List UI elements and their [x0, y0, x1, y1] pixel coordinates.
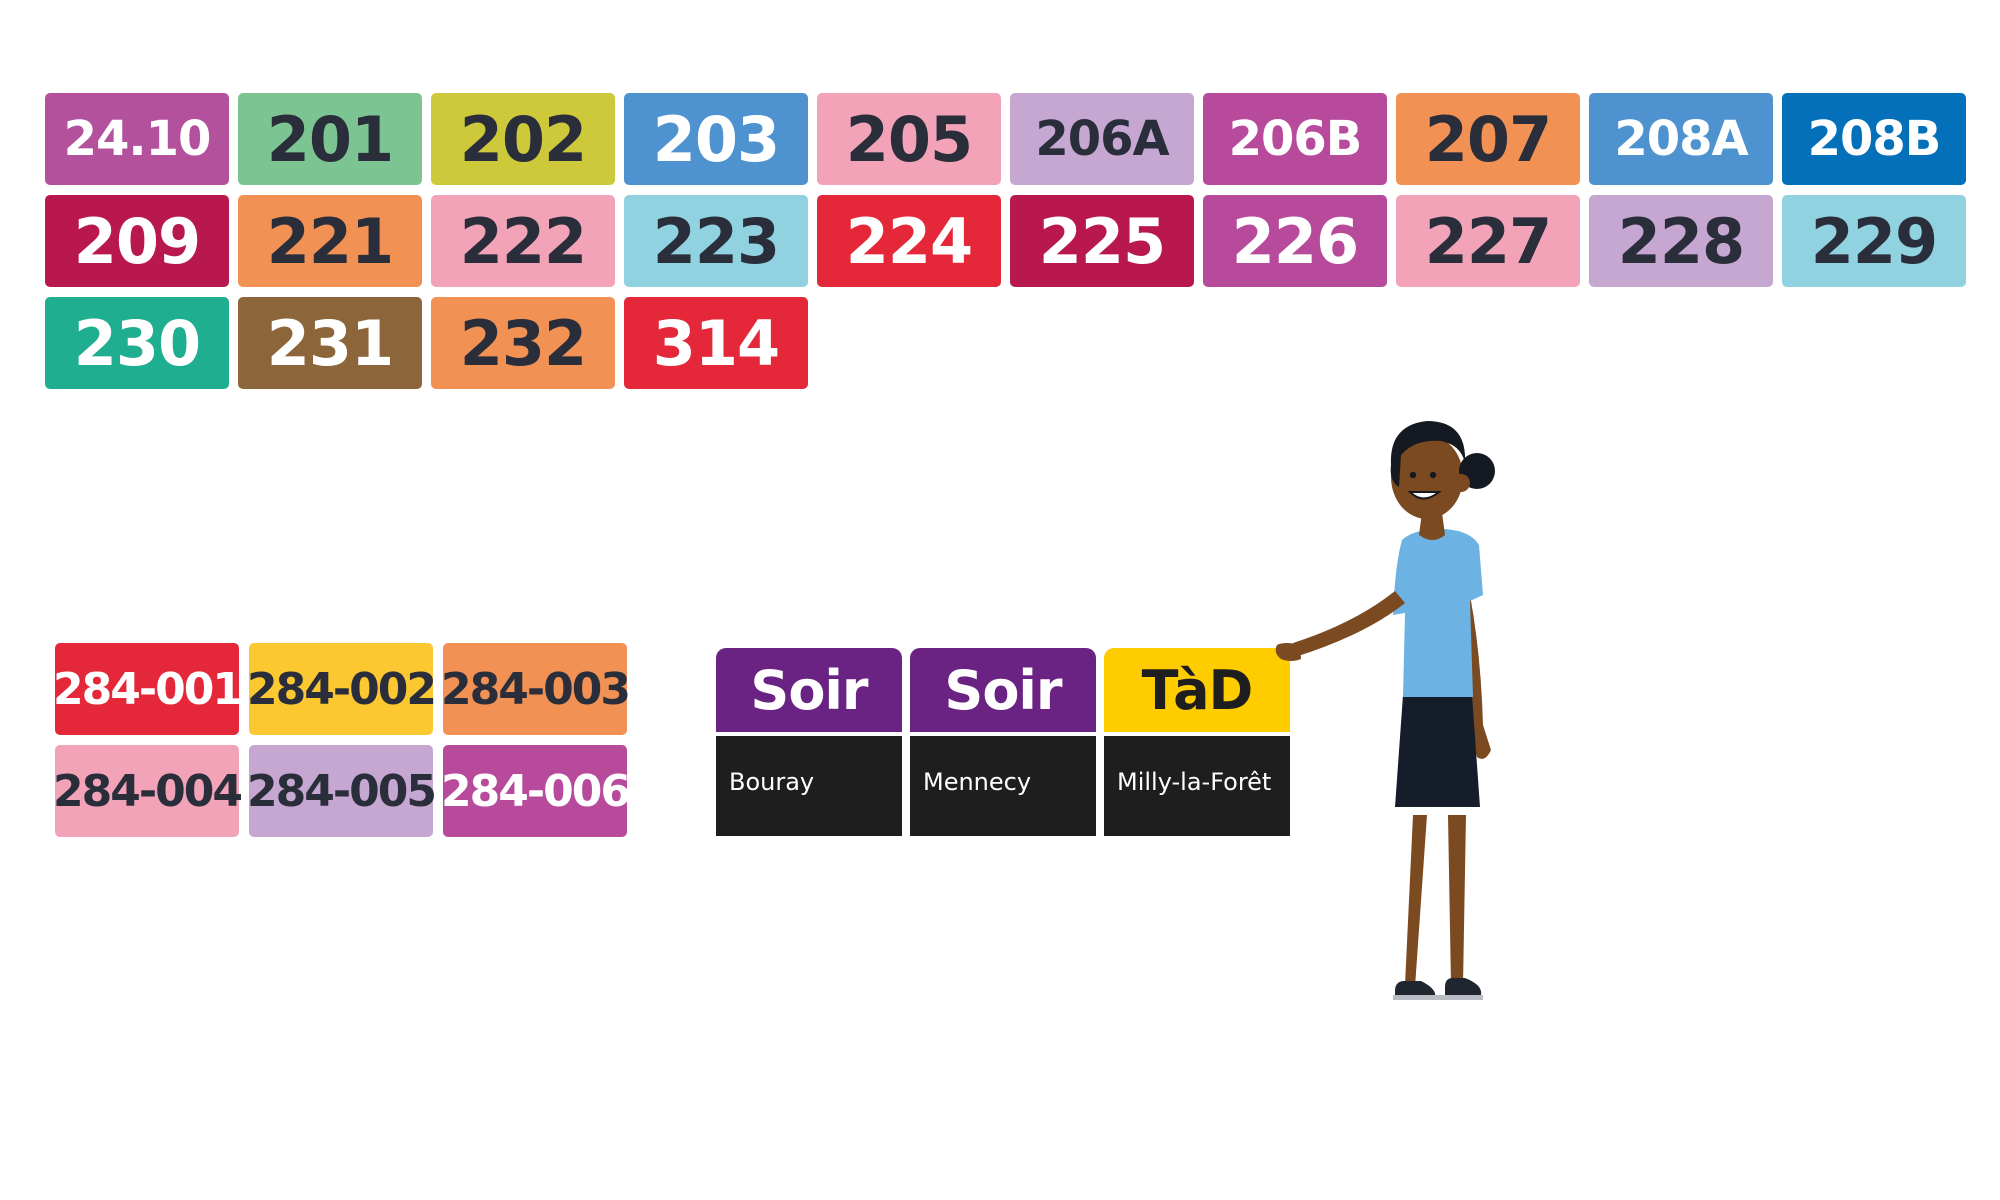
service-type-label: TàD [1104, 648, 1290, 732]
line-badge-202[interactable]: 202 [431, 93, 615, 185]
left-leg [1405, 815, 1427, 987]
line-badge-224[interactable]: 224 [817, 195, 1001, 287]
line-badge-230[interactable]: 230 [45, 297, 229, 389]
shirt [1393, 528, 1483, 697]
right-leg [1448, 815, 1466, 985]
eye-right [1429, 471, 1437, 479]
service-place-label: Bouray [716, 736, 902, 836]
card-divider [910, 732, 1096, 736]
line-badge-226[interactable]: 226 [1203, 195, 1387, 287]
person-pointing-icon [1275, 421, 1495, 1000]
line-badge-223[interactable]: 223 [624, 195, 808, 287]
line-badge-206b[interactable]: 206B [1203, 93, 1387, 185]
service-place-label: Mennecy [910, 736, 1096, 836]
service-type-label: Soir [910, 648, 1096, 732]
right-shoe [1445, 977, 1482, 996]
service-place-label: Milly-la-Forêt [1104, 736, 1290, 836]
hair [1390, 421, 1466, 487]
line-badge-284-004[interactable]: 284-004 [53, 745, 243, 837]
line-badge-207[interactable]: 207 [1396, 93, 1580, 185]
pointing-arm [1293, 591, 1405, 657]
shoe-soles [1393, 995, 1483, 1000]
smile [1407, 491, 1442, 500]
face [1391, 435, 1463, 519]
line-badge-206a[interactable]: 206A [1010, 93, 1194, 185]
line-badge-225[interactable]: 225 [1010, 195, 1194, 287]
line-badge-229[interactable]: 229 [1782, 195, 1966, 287]
line-badge-284-003[interactable]: 284-003 [441, 643, 631, 735]
line-badge-314[interactable]: 314 [624, 297, 808, 389]
line-badge-221[interactable]: 221 [238, 195, 422, 287]
ear [1452, 474, 1470, 492]
line-badge-201[interactable]: 201 [238, 93, 422, 185]
line-badge-222[interactable]: 222 [431, 195, 615, 287]
line-badge-209[interactable]: 209 [45, 195, 229, 287]
line-badge-203[interactable]: 203 [624, 93, 808, 185]
card-divider [1104, 732, 1290, 736]
service-card-bouray[interactable]: Soir Bouray [716, 648, 902, 836]
line-badge-284-005[interactable]: 284-005 [247, 745, 437, 837]
line-badge-208a[interactable]: 208A [1589, 93, 1773, 185]
line-badge-284-002[interactable]: 284-002 [247, 643, 437, 735]
line-badge-205[interactable]: 205 [817, 93, 1001, 185]
card-divider [716, 732, 902, 736]
line-badge-227[interactable]: 227 [1396, 195, 1580, 287]
left-shoe [1395, 980, 1436, 998]
line-badge-228[interactable]: 228 [1589, 195, 1773, 287]
pointing-hand [1275, 643, 1301, 661]
line-badge-208b[interactable]: 208B [1782, 93, 1966, 185]
line-badge-232[interactable]: 232 [431, 297, 615, 389]
service-card-mennecy[interactable]: Soir Mennecy [910, 648, 1096, 836]
line-badge-284-006[interactable]: 284-006 [441, 745, 631, 837]
service-card-milly-la-for-t[interactable]: TàD Milly-la-Forêt [1104, 648, 1290, 836]
line-badge-284-001[interactable]: 284-001 [53, 643, 243, 735]
line-badge-231[interactable]: 231 [238, 297, 422, 389]
eye-left [1409, 471, 1417, 479]
line-badge-24-10[interactable]: 24.10 [45, 93, 229, 185]
skirt [1395, 695, 1480, 807]
service-type-label: Soir [716, 648, 902, 732]
